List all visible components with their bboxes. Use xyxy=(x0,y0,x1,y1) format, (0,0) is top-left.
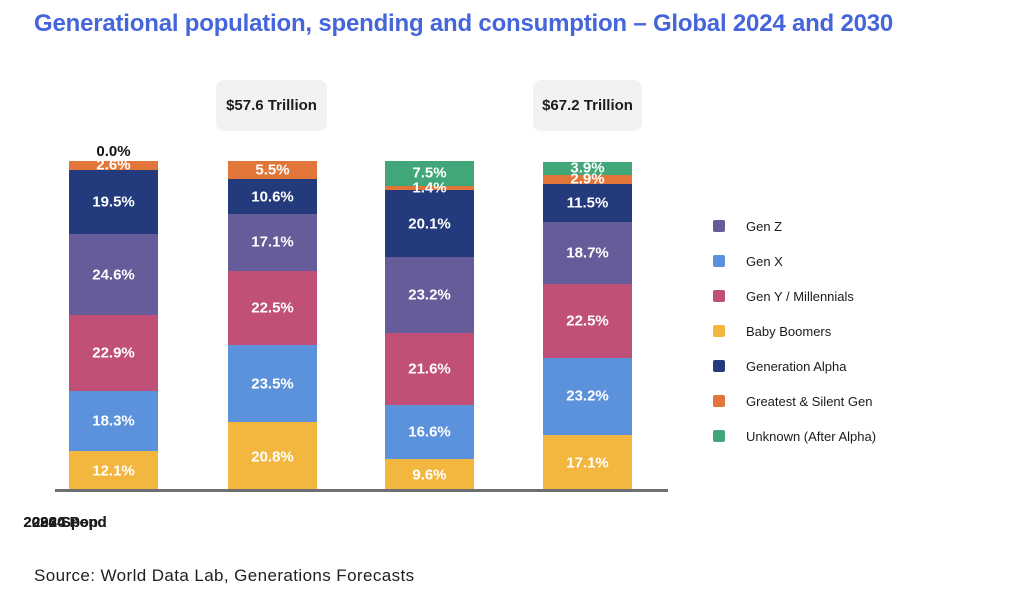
segment-label-gen_y: 22.5% xyxy=(251,299,294,317)
page-title: Generational population, spending and co… xyxy=(34,10,894,37)
legend-label: Baby Boomers xyxy=(746,323,832,339)
segment-gen_x[interactable]: 23.2% xyxy=(543,358,632,435)
segment-label-greatest_silent: 1.4% xyxy=(412,179,447,197)
segment-baby_boomers[interactable]: 17.1% xyxy=(543,434,632,491)
legend-item-greatest_silent[interactable]: Greatest & Silent Gen xyxy=(713,393,876,409)
legend-item-gen_x[interactable]: Gen X xyxy=(713,253,876,269)
legend-swatch-icon xyxy=(713,360,725,372)
legend-item-gen_y[interactable]: Gen Y / Millennials xyxy=(713,288,876,304)
segment-label-gen_z: 17.1% xyxy=(251,233,294,251)
segment-gen_x[interactable]: 16.6% xyxy=(385,404,474,460)
segment-label-gen_alpha: 20.1% xyxy=(408,215,451,233)
source-note: Source: World Data Lab, Generations Fore… xyxy=(34,566,415,585)
segment-label-gen_z: 24.6% xyxy=(92,266,135,284)
segment-label-gen_z: 18.7% xyxy=(566,244,609,262)
segment-label-gen_alpha: 11.5% xyxy=(566,194,609,212)
x-tick-2030-pop: 2030 Pop xyxy=(32,514,98,531)
segment-baby_boomers[interactable]: 12.1% xyxy=(69,451,158,491)
legend-label: Gen X xyxy=(746,253,783,269)
segment-label-greatest_silent: 2.6% xyxy=(96,156,131,174)
segment-gen_alpha[interactable]: 11.5% xyxy=(543,184,632,223)
segment-greatest_silent[interactable]: 2.9% xyxy=(543,170,632,188)
legend: Gen Z Gen X Gen Y / Millennials Baby Boomer… xyxy=(713,218,877,465)
legend-swatch-icon xyxy=(713,430,725,442)
segment-gen_alpha[interactable]: 10.6% xyxy=(228,179,317,215)
legend-swatch-icon xyxy=(713,395,725,407)
segment-label-gen_alpha: 10.6% xyxy=(251,188,294,206)
segment-gen_y[interactable]: 21.6% xyxy=(385,333,474,405)
segment-gen_y[interactable]: 22.9% xyxy=(69,315,158,391)
legend-label: Unknown (After Alpha) xyxy=(746,428,877,444)
legend-item-baby_boomers[interactable]: Baby Boomers xyxy=(713,323,876,339)
segment-gen_x[interactable]: 18.3% xyxy=(69,390,158,452)
legend-label: Gen Z xyxy=(746,218,783,234)
segment-label-baby_boomers: 12.1% xyxy=(92,462,135,480)
stacked-bar-2024-spend[interactable]: 20.8% 23.5% 22.5% 17.1% 10.6% 5.5% xyxy=(228,161,317,491)
segment-gen_z[interactable]: 24.6% xyxy=(69,233,158,316)
segment-unknown[interactable]: 3.9% xyxy=(543,159,632,177)
segment-label-unknown: 0.0% xyxy=(96,143,131,161)
stacked-bar-2030-spend[interactable]: 17.1% 23.2% 22.5% 18.7% 11.5% 2.9% 3.9% xyxy=(543,159,632,491)
legend-swatch-icon xyxy=(713,220,725,232)
segment-label-gen_y: 22.5% xyxy=(566,312,609,330)
legend-label: Gen Y / Millennials xyxy=(746,288,854,304)
segment-greatest_silent[interactable]: 1.4% xyxy=(385,181,474,196)
legend-label: Greatest & Silent Gen xyxy=(746,393,873,409)
segment-gen_alpha[interactable]: 20.1% xyxy=(385,190,474,257)
segment-label-baby_boomers: 20.8% xyxy=(251,448,294,466)
segment-baby_boomers[interactable]: 9.6% xyxy=(385,459,474,491)
segment-label-baby_boomers: 17.1% xyxy=(566,454,609,472)
segment-label-greatest_silent: 2.9% xyxy=(570,170,605,188)
x-axis-line xyxy=(55,489,668,492)
legend-item-gen_alpha[interactable]: Generation Alpha xyxy=(713,358,876,374)
segment-label-gen_alpha: 19.5% xyxy=(92,193,135,211)
x-tick-2030-spend: 2030 Spend xyxy=(23,514,107,531)
segment-label-gen_x: 18.3% xyxy=(92,412,135,430)
segment-label-gen_x: 16.6% xyxy=(408,423,451,441)
total-badge-2030-spend: $67.2 Trillion xyxy=(533,80,642,131)
stacked-bar-2030-pop[interactable]: 9.6% 16.6% 21.6% 23.2% 20.1% 1.4% 7.5% xyxy=(385,161,474,491)
segment-greatest_silent[interactable]: 5.5% xyxy=(228,161,317,180)
legend-swatch-icon xyxy=(713,325,725,337)
segment-greatest_silent[interactable]: 2.6% xyxy=(69,156,158,174)
total-badge-2024-spend: $57.6 Trillion xyxy=(216,80,327,131)
segment-label-gen_y: 22.9% xyxy=(92,344,135,362)
legend-item-gen_z[interactable]: Gen Z xyxy=(713,218,876,234)
segment-gen_x[interactable]: 23.5% xyxy=(228,344,317,423)
segment-label-baby_boomers: 9.6% xyxy=(412,466,447,484)
segment-label-unknown: 3.9% xyxy=(570,159,605,177)
legend-swatch-icon xyxy=(713,255,725,267)
segment-label-unknown: 7.5% xyxy=(412,164,447,182)
segment-baby_boomers[interactable]: 20.8% xyxy=(228,422,317,491)
segment-gen_z[interactable]: 18.7% xyxy=(543,222,632,284)
segment-gen_y[interactable]: 22.5% xyxy=(228,270,317,345)
segment-gen_z[interactable]: 17.1% xyxy=(228,214,317,271)
legend-item-unknown[interactable]: Unknown (After Alpha) xyxy=(713,428,877,444)
segment-gen_alpha[interactable]: 19.5% xyxy=(69,169,158,234)
segment-gen_z[interactable]: 23.2% xyxy=(385,256,474,334)
x-tick-2024-pop: 2024 Pop xyxy=(32,514,98,531)
segment-label-gen_x: 23.5% xyxy=(251,375,294,393)
segment-label-gen_z: 23.2% xyxy=(408,286,451,304)
segment-label-greatest_silent: 5.5% xyxy=(255,161,290,179)
segment-gen_y[interactable]: 22.5% xyxy=(543,283,632,359)
segment-label-gen_x: 23.2% xyxy=(566,387,609,405)
x-tick-2024-spend: 2024 Spend xyxy=(23,514,107,531)
segment-label-gen_y: 21.6% xyxy=(408,360,451,378)
legend-label: Generation Alpha xyxy=(746,358,847,374)
segment-unknown[interactable]: 7.5% xyxy=(385,161,474,186)
stacked-bar-2024-pop[interactable]: 12.1% 18.3% 22.9% 24.6% 19.5% 2.6% 0.0% xyxy=(69,144,158,491)
legend-swatch-icon xyxy=(713,290,725,302)
